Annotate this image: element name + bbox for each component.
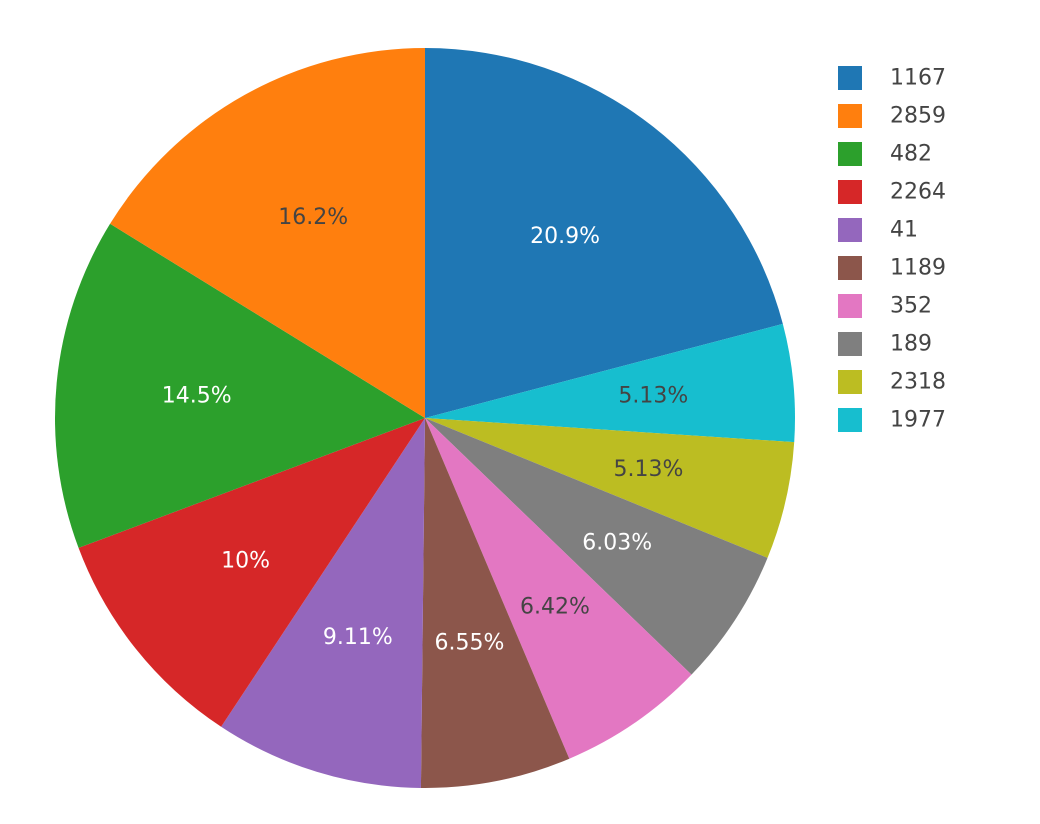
slice-label-352: 6.42% [520, 595, 590, 620]
legend-item-189[interactable]: 189 [838, 332, 932, 357]
slice-label-2318: 5.13% [614, 457, 684, 482]
legend-label-2318: 2318 [890, 370, 946, 395]
pie-slice-352[interactable] [425, 418, 692, 759]
legend-item-482[interactable]: 482 [838, 142, 932, 167]
legend-swatch-352 [838, 294, 862, 318]
legend-item-2859[interactable]: 2859 [838, 104, 946, 129]
pie-slice-1189[interactable] [420, 418, 570, 789]
legend-label-41: 41 [890, 218, 918, 243]
slice-label-1189: 6.55% [434, 631, 504, 656]
legend-swatch-41 [838, 218, 862, 242]
pie-slice-482[interactable] [54, 223, 425, 548]
pie-slice-labels: 20.9% 5.13% 5.13% 6.03% 6.42% 6.55% 9.11% 10% 14… [162, 205, 688, 655]
pie-slice-2264[interactable] [78, 418, 426, 727]
slice-label-189: 6.03% [582, 531, 652, 556]
slice-label-2859: 16.2% [278, 205, 348, 230]
pie-slice-2859[interactable] [110, 48, 425, 418]
legend-swatch-189 [838, 332, 862, 356]
pie-slices [54, 48, 795, 789]
legend-item-1167[interactable]: 1167 [838, 66, 946, 91]
slice-label-1167: 20.9% [530, 224, 600, 249]
pie-slice-1167[interactable] [425, 48, 783, 418]
legend-item-352[interactable]: 352 [838, 294, 932, 319]
legend-label-352: 352 [890, 294, 932, 319]
legend-swatch-482 [838, 142, 862, 166]
slice-label-1977: 5.13% [618, 384, 688, 409]
legend-item-2318[interactable]: 2318 [838, 370, 946, 395]
legend-swatch-2264 [838, 180, 862, 204]
legend-label-482: 482 [890, 142, 932, 167]
legend-label-1189: 1189 [890, 256, 946, 281]
legend-label-1977: 1977 [890, 408, 946, 433]
slice-label-41: 9.11% [323, 625, 393, 650]
legend-label-1167: 1167 [890, 66, 946, 91]
slice-label-482: 14.5% [162, 383, 232, 408]
legend-label-2859: 2859 [890, 104, 946, 129]
legend: 1167 2859 482 2264 41 1189 352 189 2318 1977 [838, 66, 946, 433]
pie-slice-1977[interactable] [425, 323, 795, 443]
legend-item-1977[interactable]: 1977 [838, 408, 946, 433]
pie-slice-189[interactable] [425, 418, 768, 675]
legend-item-2264[interactable]: 2264 [838, 180, 946, 205]
legend-swatch-1167 [838, 66, 862, 90]
pie-slice-2318[interactable] [425, 418, 795, 558]
pie-slice-41[interactable] [221, 418, 425, 788]
legend-swatch-2859 [838, 104, 862, 128]
legend-swatch-2318 [838, 370, 862, 394]
legend-swatch-1189 [838, 256, 862, 280]
legend-swatch-1977 [838, 408, 862, 432]
legend-label-2264: 2264 [890, 180, 946, 205]
legend-item-1189[interactable]: 1189 [838, 256, 946, 281]
legend-item-41[interactable]: 41 [838, 218, 918, 243]
slice-label-2264: 10% [221, 549, 270, 574]
legend-label-189: 189 [890, 332, 932, 357]
